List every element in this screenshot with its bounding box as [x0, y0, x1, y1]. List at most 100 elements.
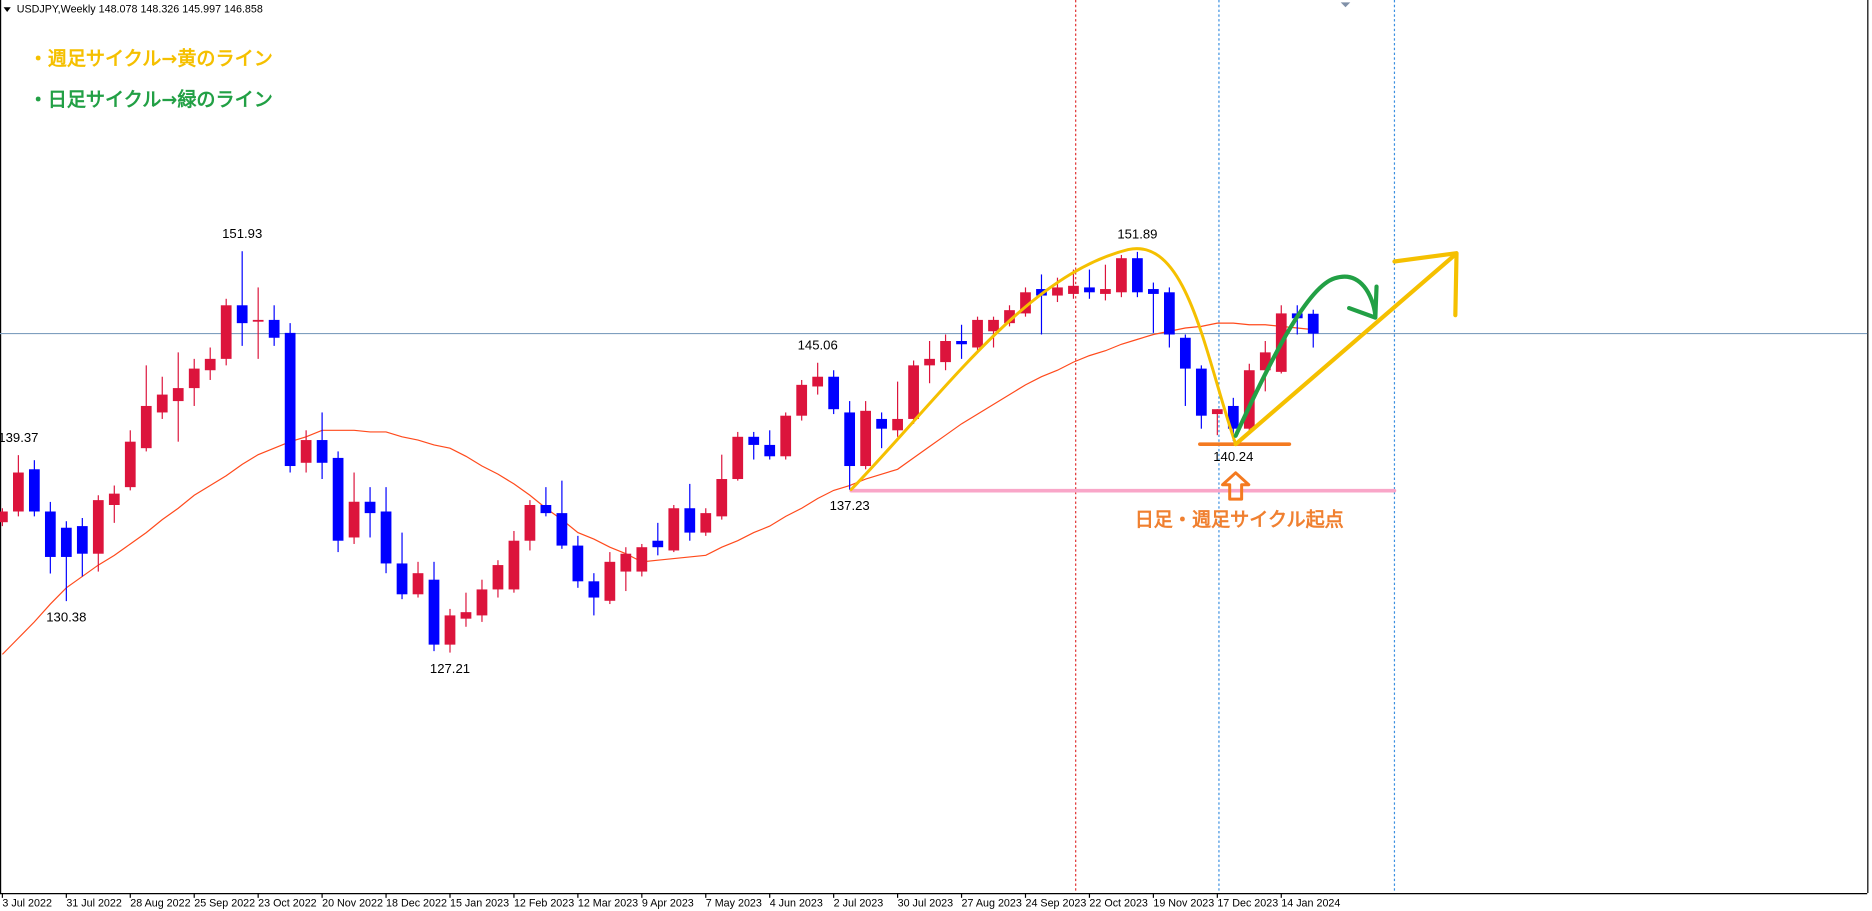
candle-body [1307, 313, 1319, 334]
candle-body [700, 513, 712, 533]
candle-body [236, 305, 248, 324]
candle-body [620, 553, 632, 572]
candle-body [636, 547, 648, 572]
price-label: 151.89 [1117, 227, 1157, 242]
x-tick-label: 17 Dec 2023 [1217, 898, 1278, 910]
x-tick-label: 18 Dec 2022 [386, 898, 447, 910]
candle-body [1068, 285, 1079, 294]
x-tick-label: 3 Jul 2022 [2, 898, 52, 910]
moving-average [1, 322, 1314, 655]
x-tick-label: 30 Jul 2023 [898, 898, 954, 910]
price-label: 151.93 [222, 226, 262, 241]
price-label: 130.38 [46, 609, 86, 624]
candle-body [828, 376, 840, 410]
x-tick-label: 7 May 2023 [706, 898, 762, 910]
candle-body [268, 319, 280, 338]
x-tick-label: 2 Jul 2023 [834, 898, 884, 910]
marks: 3 Jul 2022 31 Jul 2022 28 Aug 2022 25 Sep 2… [0, 226, 1868, 910]
candle-body [1179, 337, 1191, 369]
price-label: 139.37 [0, 430, 38, 445]
candle-body [28, 469, 40, 512]
candle-body [796, 384, 808, 416]
candle-body [396, 563, 408, 595]
candle-body [188, 368, 200, 389]
candle-body [1243, 370, 1255, 429]
header-low: 145.997 [182, 3, 221, 15]
candle-body [652, 540, 664, 548]
candle-body [972, 319, 983, 348]
x-tick-label: 24 Sep 2023 [1025, 898, 1086, 910]
x-tick-label: 12 Mar 2023 [578, 898, 638, 910]
candle-body [508, 540, 520, 590]
x-tick-label: 9 Apr 2023 [642, 898, 694, 910]
candle-body [92, 500, 104, 554]
candle-body [1148, 289, 1159, 294]
candle-body [1052, 287, 1063, 296]
weekly-arrowhead [1392, 251, 1459, 318]
candle-body [60, 527, 72, 557]
candle-body [316, 440, 328, 463]
symbol-header: USDJPY,Weekly 148.078 148.326 145.997 14… [17, 3, 263, 15]
candle-body [13, 472, 24, 512]
symbol: USDJPY,Weekly [17, 3, 97, 15]
x-tick-label: 28 Aug 2022 [130, 898, 190, 910]
candle-body [1020, 292, 1031, 314]
candle-body [860, 410, 872, 467]
candle-body [108, 493, 120, 505]
weekly-cycle-note: ・週足サイクル→黄のライン [29, 47, 273, 70]
candle-body [1227, 405, 1239, 429]
x-tick-label: 20 Nov 2022 [322, 898, 383, 910]
candle-body [428, 579, 440, 645]
candle-body [492, 565, 504, 590]
candle-body [988, 319, 999, 332]
candle-body [524, 504, 536, 541]
candle-body [140, 405, 152, 449]
candle-body [1132, 258, 1143, 293]
shift-marker [1340, 2, 1351, 8]
candle-body [1163, 292, 1175, 335]
weekly-cycle-arc [849, 247, 1238, 492]
candle-body [44, 511, 56, 557]
price-label: 145.06 [798, 338, 838, 353]
daily-arrowhead [1346, 284, 1379, 320]
x-tick-label: 15 Jan 2023 [450, 898, 509, 910]
candle-body [1004, 310, 1015, 324]
candle-body [748, 436, 760, 445]
header-high: 148.326 [140, 3, 179, 15]
candle-body [540, 504, 552, 514]
candle-body [716, 479, 728, 517]
drawings [849, 247, 1459, 501]
x-tick-label: 27 Aug 2023 [962, 898, 1022, 910]
header-icon [3, 7, 11, 12]
candle-body [172, 388, 184, 402]
candle-body [1084, 287, 1095, 293]
candle-body [876, 418, 887, 429]
candle-body [412, 573, 424, 595]
candle-body [204, 358, 216, 371]
header-close: 146.858 [224, 3, 263, 15]
price-label: 140.24 [1213, 449, 1253, 464]
x-tick-label: 23 Oct 2022 [258, 898, 317, 910]
candle-body [444, 615, 456, 645]
cycle-origin-note: 日足・週足サイクル起点 [1135, 508, 1344, 531]
candle-body [956, 341, 967, 345]
candle-body [364, 501, 376, 514]
x-tick-label: 25 Sep 2022 [194, 898, 255, 910]
candle-body [812, 376, 824, 387]
candle-body [940, 341, 951, 363]
x-tick-label: 12 Feb 2023 [514, 898, 574, 910]
candle-body [124, 441, 136, 488]
candle-body [76, 526, 88, 554]
candle-body [1211, 409, 1223, 415]
candle-body [220, 305, 232, 359]
x-tick-label: 22 Oct 2023 [1089, 898, 1148, 910]
candle-body [156, 394, 168, 413]
candle-body [332, 457, 344, 541]
candle-body [460, 612, 472, 619]
candle-body [604, 561, 616, 601]
header-open: 148.078 [99, 3, 138, 15]
candle-body [892, 418, 903, 431]
